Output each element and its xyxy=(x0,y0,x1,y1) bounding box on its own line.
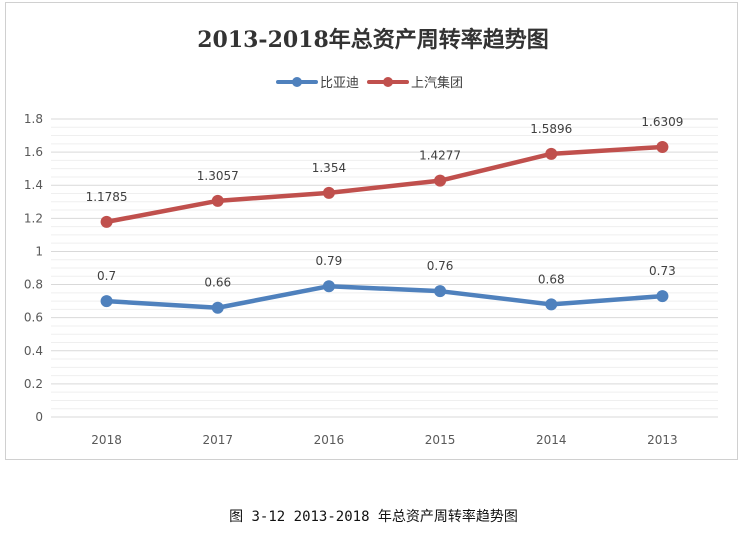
legend: 比亚迪 上汽集团 xyxy=(276,75,463,91)
data-label: 1.4277 xyxy=(419,149,461,163)
y-tick-label: 1.8 xyxy=(24,112,43,126)
data-label: 1.1785 xyxy=(86,190,128,204)
y-tick-label: 1.6 xyxy=(24,145,43,159)
data-label: 1.354 xyxy=(312,161,346,175)
legend-label: 上汽集团 xyxy=(411,75,463,91)
data-point xyxy=(545,147,558,160)
figure-caption: 图 3-12 2013-2018 年总资产周转率趋势图 xyxy=(229,509,518,525)
x-tick-label: 2015 xyxy=(425,433,456,447)
data-label: 1.3057 xyxy=(197,169,239,183)
series-line xyxy=(104,144,665,225)
data-label: 1.5896 xyxy=(530,122,572,136)
line-chart: 2013-2018年总资产周转率趋势图 比亚迪 上汽集团 0 0.2 0.4 0.6 0.… xyxy=(24,27,718,447)
data-label: 0.68 xyxy=(538,272,565,286)
x-tick-label: 2013 xyxy=(647,433,678,447)
y-tick-label: 0 xyxy=(35,410,43,424)
data-point xyxy=(100,295,113,308)
data-point xyxy=(656,140,669,153)
data-label: 0.66 xyxy=(204,276,231,290)
data-point xyxy=(211,194,224,207)
y-tick-label: 0.8 xyxy=(24,278,43,292)
data-label: 0.79 xyxy=(316,254,343,268)
y-tick-label: 0.2 xyxy=(24,377,43,391)
data-label: 1.6309 xyxy=(641,115,683,129)
data-point xyxy=(545,298,558,311)
x-axis: 2018 2017 2016 2015 2014 2013 xyxy=(91,433,677,447)
data-label: 0.7 xyxy=(97,269,116,283)
series-line xyxy=(104,283,665,310)
x-tick-label: 2014 xyxy=(536,433,567,447)
series-group: 0.7 0.66 0.79 0.76 0.68 0.73 1.1785 1.3057 1.354… xyxy=(86,115,683,314)
legend-marker xyxy=(292,77,302,87)
data-label: 0.73 xyxy=(649,264,676,278)
data-point xyxy=(434,174,447,187)
legend-marker xyxy=(383,77,393,87)
data-point xyxy=(434,285,447,298)
y-tick-label: 0.6 xyxy=(24,311,43,325)
gridlines xyxy=(51,118,718,418)
y-tick-label: 1.2 xyxy=(24,211,43,225)
data-point xyxy=(211,301,224,314)
data-point xyxy=(656,290,669,303)
data-point xyxy=(322,186,335,199)
y-tick-label: 0.4 xyxy=(24,344,43,358)
data-point xyxy=(322,280,335,293)
y-tick-label: 1.4 xyxy=(24,178,43,192)
x-tick-label: 2016 xyxy=(314,433,345,447)
chart-title: 2013-2018年总资产周转率趋势图 xyxy=(197,27,549,53)
legend-label: 比亚迪 xyxy=(320,76,359,91)
x-tick-label: 2018 xyxy=(91,433,122,447)
data-label: 0.76 xyxy=(427,259,454,273)
data-point xyxy=(100,215,113,228)
y-tick-label: 1 xyxy=(35,244,43,258)
y-axis: 0 0.2 0.4 0.6 0.8 1 1.2 1.4 1.6 1.8 xyxy=(24,112,43,424)
x-tick-label: 2017 xyxy=(202,433,233,447)
chart-frame: 2013-2018年总资产周转率趋势图 比亚迪 上汽集团 0 0.2 0.4 0.6 0.… xyxy=(5,2,738,460)
